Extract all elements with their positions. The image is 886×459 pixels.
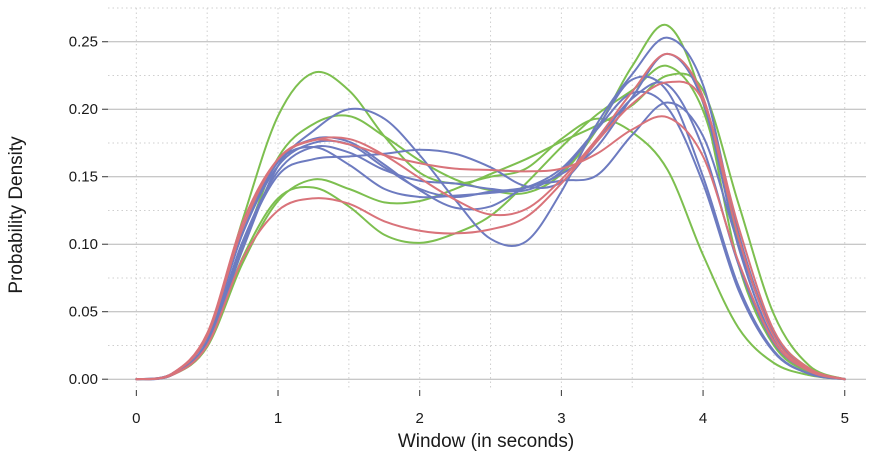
x-tick-label: 5 (841, 410, 849, 427)
density-line-blue-10 (135, 101, 846, 381)
x-tick-label: 0 (132, 410, 140, 427)
density-line-green-4 (135, 72, 846, 381)
y-tick-label: 0.00 (69, 371, 98, 388)
density-line-red-11 (135, 52, 846, 381)
x-axis-title: Window (in seconds) (398, 431, 574, 452)
density-line-green-1 (135, 70, 846, 381)
axis-ticks (102, 41, 846, 396)
y-tick-label: 0.15 (69, 169, 98, 186)
density-line-red-13 (135, 115, 846, 381)
y-tick-label: 0.25 (69, 34, 98, 51)
x-tick-label: 1 (274, 410, 282, 427)
y-tick-label: 0.10 (69, 236, 98, 253)
density-lines (135, 23, 846, 381)
x-tick-label: 4 (699, 410, 707, 427)
y-tick-label: 0.05 (69, 304, 98, 321)
y-tick-labels: 0.00 0.05 0.10 0.15 0.20 0.25 (69, 34, 98, 388)
density-line-blue-6 (135, 36, 846, 381)
density-line-blue-8 (135, 75, 846, 381)
x-tick-label: 3 (557, 410, 565, 427)
x-tick-label: 2 (416, 410, 424, 427)
grid-layer (108, 7, 866, 390)
y-tick-label: 0.20 (69, 101, 98, 118)
y-axis-title: Probability Density (6, 136, 27, 294)
density-line-red-12 (135, 80, 846, 381)
x-tick-labels: 0 1 2 3 4 5 (132, 410, 849, 427)
